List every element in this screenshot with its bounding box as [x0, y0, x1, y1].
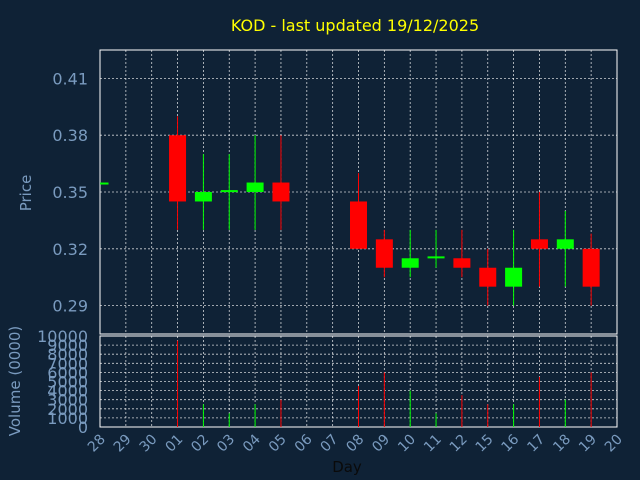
- candle-body: [505, 267, 523, 287]
- x-tick-label: 01: [162, 432, 186, 456]
- candle-body: [375, 239, 393, 268]
- price-tick-label: 0.32: [52, 240, 88, 259]
- price-tick-label: 0.35: [52, 183, 88, 202]
- x-tick-label: 16: [499, 431, 523, 455]
- x-tick-label: 30: [137, 432, 161, 456]
- candle-body: [479, 267, 497, 287]
- x-tick-label: 06: [292, 431, 316, 455]
- x-tick-label: 12: [447, 432, 471, 456]
- chart-title: KOD - last updated 19/12/2025: [231, 16, 479, 35]
- x-axis-label: Day: [332, 458, 362, 476]
- volume-tick-label: 9000: [47, 336, 88, 355]
- x-tick-label: 05: [266, 432, 290, 456]
- x-tick-label: 19: [576, 432, 600, 456]
- x-tick-label: 28: [85, 432, 109, 456]
- x-tick-label: 08: [343, 432, 367, 456]
- volume-axis-label: Volume (0000): [6, 326, 24, 436]
- candle-body: [530, 239, 548, 249]
- candle-body: [220, 190, 238, 193]
- volume-tick-label: 10000: [37, 327, 88, 346]
- volume-tick-label: 4000: [47, 382, 88, 401]
- x-tick-label: 02: [188, 432, 212, 456]
- x-axis: 28 29 30 01 02 03 04 05 06 07 08 09 10 11 12 15 16 17 18 19…: [85, 431, 626, 455]
- x-tick-label: 10: [395, 432, 419, 456]
- candle-body: [427, 256, 445, 259]
- price-tick-label: 0.29: [52, 297, 88, 316]
- x-tick-label: 03: [214, 432, 238, 456]
- x-tick-label: 20: [602, 432, 626, 456]
- candle-body: [453, 258, 471, 268]
- price-axis-label: Price: [17, 175, 35, 212]
- volume-tick-label: 1000: [47, 409, 88, 428]
- price-tick-label: 0.38: [52, 126, 88, 145]
- volume-panel: 0100020003000400050006000700080009000100…: [37, 327, 618, 437]
- x-tick-label: 18: [550, 432, 574, 456]
- candle-body: [556, 239, 574, 249]
- candle-body: [246, 182, 264, 192]
- volume-tick-label: 5000: [47, 373, 88, 392]
- x-tick-label: 09: [369, 432, 393, 456]
- candle-body: [401, 258, 419, 268]
- volume-tick-label: 8000: [47, 345, 88, 364]
- x-tick-label: 07: [318, 432, 342, 456]
- x-tick-label: 17: [524, 432, 548, 456]
- x-tick-label: 15: [473, 432, 497, 456]
- volume-tick-label: 2000: [47, 400, 88, 419]
- volume-tick-label: 0: [78, 418, 88, 437]
- x-tick-label: 04: [240, 431, 264, 455]
- volume-tick-label: 3000: [47, 391, 88, 410]
- x-tick-label: 11: [421, 432, 445, 456]
- candle-body: [350, 201, 367, 249]
- candle-body: [194, 192, 212, 202]
- candle-body: [100, 182, 109, 185]
- volume-tick-label: 6000: [47, 363, 88, 382]
- candle-body: [169, 135, 187, 202]
- x-tick-label: 29: [111, 432, 135, 456]
- candle-body: [272, 182, 290, 202]
- price-panel: 0.29 0.32 0.35 0.38 0.41: [52, 49, 618, 335]
- candle-body: [582, 248, 600, 287]
- volume-tick-label: 7000: [47, 354, 88, 373]
- price-tick-label: 0.41: [52, 69, 88, 88]
